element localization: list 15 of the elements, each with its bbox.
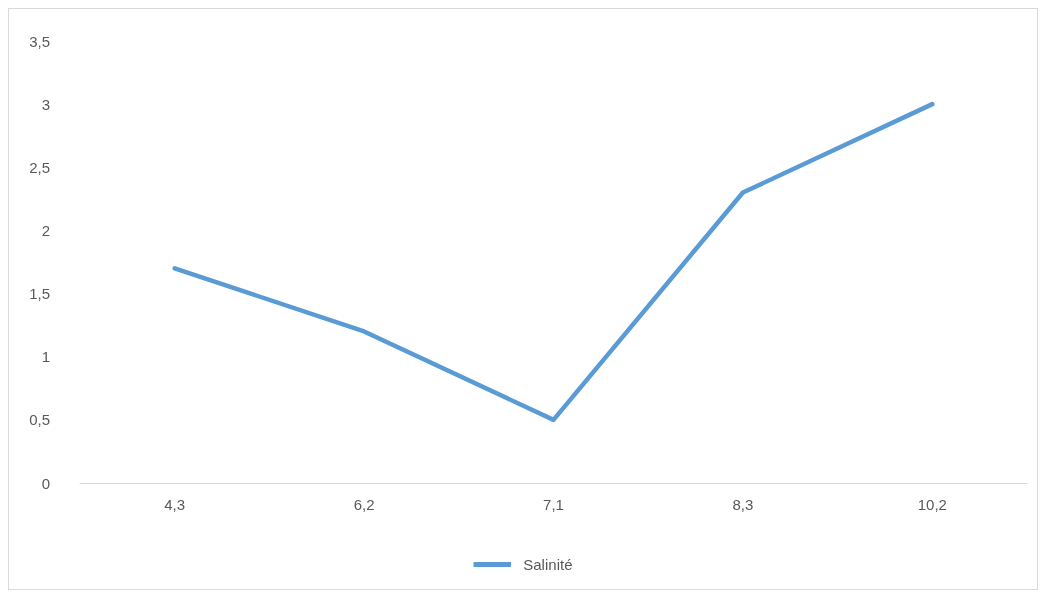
line-series [172,101,935,423]
x-tick-label: 6,2 [353,496,375,513]
y-tick-label: 2,5 [29,158,50,176]
legend-label: Salinité [523,556,573,573]
y-tick-label: 3 [41,95,50,113]
y-tick-label: 1 [41,348,50,366]
x-tick-label: 7,1 [543,496,564,513]
y-tick-label: 0,5 [29,411,50,429]
y-tick-label: 3,5 [29,32,50,50]
x-tick-label: 8,3 [732,496,754,513]
y-tick-label: 2 [41,221,50,239]
y-tick-label: 0 [41,474,50,492]
y-tick-label: 1,5 [29,285,50,303]
x-tick-label: 4,3 [164,496,186,513]
x-tick-label: 10,2 [917,496,947,513]
